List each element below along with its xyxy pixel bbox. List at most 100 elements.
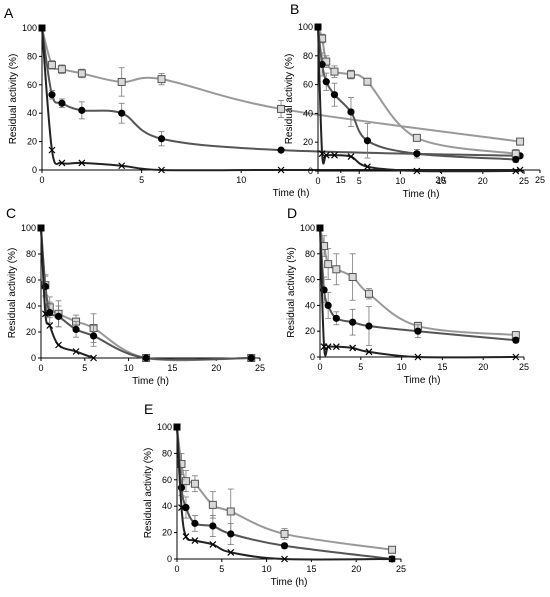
- panel-label: B: [290, 1, 299, 17]
- data-point-circle: [209, 522, 217, 530]
- data-point-square: [181, 477, 190, 486]
- data-point-cross: [332, 343, 340, 351]
- y-axis-title: Residual activity (%): [143, 448, 154, 539]
- y-tick-label: 100: [298, 22, 313, 32]
- data-point-circle: [89, 332, 98, 340]
- y-tick-label: 60: [305, 275, 315, 285]
- data-point-cross: [413, 167, 421, 175]
- chart-panel-C: C 0 5 10 15 20 25 0 20 40 60 80 100 Time (h) Residual …: [6, 205, 265, 387]
- data-point-square: [364, 289, 373, 298]
- data-point-circle: [512, 155, 520, 164]
- data-point-cross: [331, 151, 338, 159]
- y-axis-title: Residual activity (%): [284, 54, 295, 145]
- x-tick-label: 25: [255, 363, 265, 373]
- series-line: [319, 227, 516, 337]
- data-point-square: [330, 67, 339, 76]
- y-tick-label: 0: [308, 166, 313, 176]
- data-point-circle: [177, 484, 186, 492]
- y-tick-label: 100: [21, 223, 36, 233]
- data-point-cross: [48, 146, 56, 154]
- data-point-square: [324, 260, 333, 269]
- x-tick-label: 10: [397, 362, 407, 372]
- data-point-square: [277, 104, 286, 113]
- data-point-square: [412, 133, 421, 142]
- data-point-circle: [512, 336, 520, 344]
- x-tick-label: 0: [39, 175, 44, 185]
- data-point-circle: [277, 146, 285, 154]
- data-point-circle: [414, 327, 422, 335]
- x-axis-title: Time (h): [404, 375, 441, 386]
- y-tick-label: 0: [32, 165, 37, 175]
- series-line: [40, 227, 252, 361]
- chart-panel-D: D 0 5 10 15 20 25 0 20 40 60 80 100 Time (h) Residual …: [286, 205, 529, 386]
- y-tick-label: 80: [305, 249, 315, 259]
- x-tick-label: 20: [478, 362, 488, 372]
- y-tick-label: 60: [26, 275, 36, 285]
- data-point-cross: [55, 341, 62, 349]
- y-tick-label: 40: [303, 108, 313, 118]
- x-tick-label: 10: [395, 176, 405, 186]
- y-axis-title: Residual activity (%): [7, 248, 18, 339]
- series-square: [173, 423, 397, 554]
- y-tick-label: 40: [162, 501, 172, 511]
- y-tick-label: 80: [162, 448, 172, 458]
- y-tick-label: 100: [300, 223, 315, 233]
- x-tick-label: 5: [357, 176, 362, 186]
- data-point-cross: [349, 344, 357, 352]
- panel-label: D: [287, 205, 297, 221]
- data-point-square: [57, 65, 66, 74]
- y-tick-label: 40: [27, 108, 37, 118]
- x-tick-label: 20: [351, 564, 361, 574]
- data-point-cross: [182, 533, 190, 540]
- data-point-cross: [364, 163, 371, 171]
- data-point-circle: [58, 99, 66, 107]
- y-tick-label: 60: [303, 80, 313, 90]
- data-point-circle: [191, 519, 199, 527]
- data-point-square: [208, 500, 217, 509]
- y-axis-title: Residual activity (%): [286, 247, 297, 338]
- x-axis-title: Time (h): [271, 577, 308, 588]
- data-point-circle: [413, 150, 421, 158]
- data-point-circle: [324, 301, 332, 309]
- data-point-circle: [48, 91, 56, 99]
- series-square: [37, 224, 256, 362]
- data-point-cross: [347, 153, 355, 161]
- data-point-cross: [365, 348, 373, 356]
- x-axis-title: Time (h): [273, 188, 310, 199]
- data-point-cross: [512, 167, 520, 175]
- series-circle: [173, 423, 396, 563]
- data-point-square: [157, 75, 166, 84]
- data-point-circle: [363, 137, 372, 145]
- x-tick-label: 10: [262, 564, 272, 574]
- series-line: [41, 27, 521, 157]
- series-line: [40, 227, 252, 362]
- data-point-circle: [247, 354, 255, 362]
- data-point-cross: [281, 555, 288, 563]
- series-line: [40, 227, 94, 359]
- y-tick-label: 100: [157, 422, 172, 432]
- data-point-cross: [78, 159, 86, 167]
- data-point-square: [47, 60, 56, 69]
- data-point-square: [388, 545, 397, 554]
- data-point-square: [77, 69, 86, 78]
- x-tick-label: 25: [519, 176, 529, 186]
- y-tick-label: 20: [26, 327, 36, 337]
- data-point-cross: [227, 548, 235, 556]
- x-tick-label: 15: [167, 363, 177, 373]
- data-point-cross: [209, 541, 217, 548]
- data-point-circle: [330, 91, 339, 99]
- data-point-square: [190, 479, 199, 488]
- y-tick-label: 40: [305, 300, 315, 310]
- y-tick-label: 40: [26, 301, 36, 311]
- data-point-circle: [332, 314, 340, 322]
- data-point-square: [346, 70, 355, 79]
- data-point-cross: [388, 555, 396, 563]
- data-point-cross: [277, 166, 285, 174]
- data-point-cross: [324, 343, 332, 351]
- x-tick-label: 0: [317, 362, 322, 372]
- series-circle: [37, 224, 255, 362]
- data-point-circle: [280, 542, 289, 550]
